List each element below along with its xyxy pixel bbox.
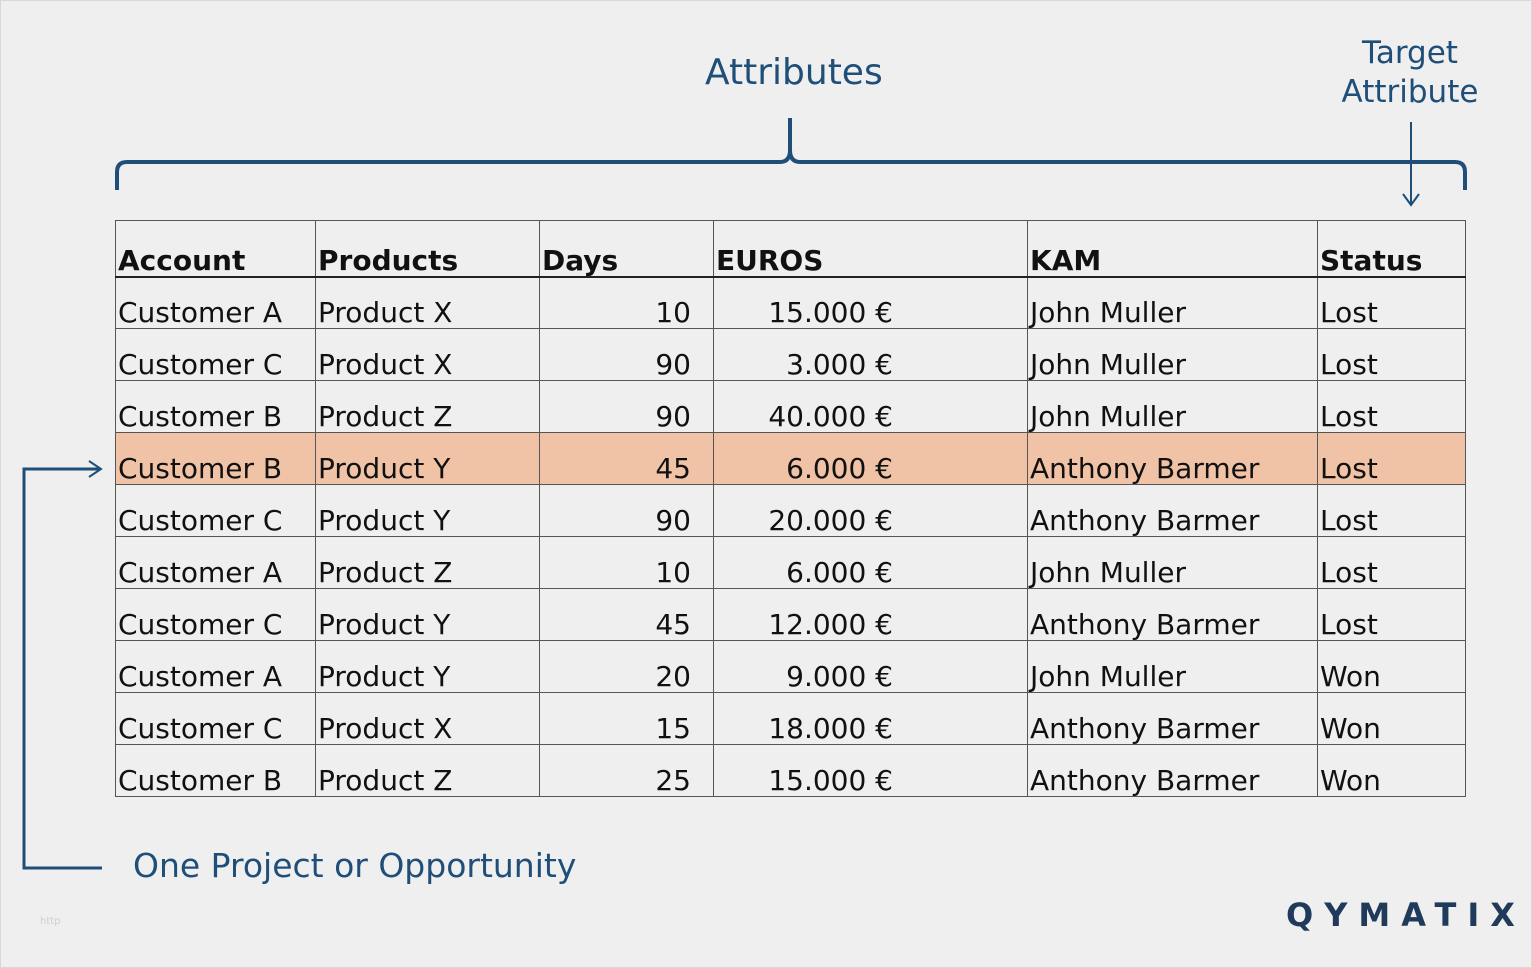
cell-kam: Anthony Barmer: [1027, 744, 1318, 797]
cell-kam: John Muller: [1027, 380, 1318, 433]
cell-days: 90: [539, 380, 714, 433]
target-arrow-head: [1402, 193, 1420, 207]
table-row: Customer A Product Y 20 9.000 € John Muller W…: [115, 640, 1466, 693]
cell-status: Lost: [1317, 328, 1466, 381]
cell-account: Customer A: [115, 276, 316, 329]
cell-euros: 18.000 €: [713, 692, 1028, 745]
cell-account: Customer C: [115, 328, 316, 381]
cell-days: 15: [539, 692, 714, 745]
cell-status: Lost: [1317, 588, 1466, 641]
cell-product: Product Y: [315, 484, 540, 537]
brand-logo: QYMATIX: [1286, 896, 1526, 934]
cell-account: Customer C: [115, 484, 316, 537]
cell-kam: John Muller: [1027, 328, 1318, 381]
header-products: Products: [315, 220, 540, 278]
cell-euros: 6.000 €: [713, 536, 1028, 589]
cell-kam: John Muller: [1027, 536, 1318, 589]
cell-euros: 6.000 €: [713, 432, 1028, 485]
header-account: Account: [115, 220, 316, 278]
cell-account: Customer A: [115, 536, 316, 589]
cell-status: Lost: [1317, 484, 1466, 537]
table-header-row: Account Products Days EUROS KAM Status: [115, 220, 1466, 278]
cell-product: Product Z: [315, 380, 540, 433]
cell-days: 10: [539, 276, 714, 329]
cell-status: Won: [1317, 692, 1466, 745]
table-body: Customer A Product X 10 15.000 € John Muller…: [115, 276, 1466, 797]
opportunity-label: One Project or Opportunity: [133, 846, 577, 885]
cell-status: Lost: [1317, 276, 1466, 329]
table-row: Customer B Product Z 90 40.000 € John Muller…: [115, 380, 1466, 433]
table-row: Customer B Product Z 25 15.000 € Anthony Bar…: [115, 744, 1466, 797]
cell-account: Customer B: [115, 380, 316, 433]
cell-kam: John Muller: [1027, 276, 1318, 329]
cell-product: Product Z: [315, 536, 540, 589]
cell-euros: 40.000 €: [713, 380, 1028, 433]
cell-kam: Anthony Barmer: [1027, 588, 1318, 641]
cell-product: Product X: [315, 328, 540, 381]
cell-euros: 20.000 €: [713, 484, 1028, 537]
table-row-highlighted: Customer B Product Y 45 6.000 € Anthony Barm…: [115, 432, 1466, 485]
cell-days: 90: [539, 328, 714, 381]
table-row: Customer A Product X 10 15.000 € John Muller…: [115, 276, 1466, 329]
table-row: Customer C Product Y 45 12.000 € Anthony Bar…: [115, 588, 1466, 641]
header-euros: EUROS: [713, 220, 1028, 278]
cell-days: 20: [539, 640, 714, 693]
data-table: Account Products Days EUROS KAM Status C…: [115, 220, 1466, 797]
target-label-line2: Attribute: [1341, 74, 1479, 110]
table-row: Customer A Product Z 10 6.000 € John Muller L…: [115, 536, 1466, 589]
cell-kam: Anthony Barmer: [1027, 484, 1318, 537]
opportunity-arrow-head: [88, 460, 103, 478]
cell-euros: 3.000 €: [713, 328, 1028, 381]
cell-product: Product Y: [315, 640, 540, 693]
cell-product: Product X: [315, 692, 540, 745]
cell-product: Product Z: [315, 744, 540, 797]
cell-status: Lost: [1317, 432, 1466, 485]
cell-days: 90: [539, 484, 714, 537]
cell-euros: 12.000 €: [713, 588, 1028, 641]
attributes-label: Attributes: [705, 52, 883, 93]
watermark: http: [40, 916, 61, 927]
table-row: Customer C Product Y 90 20.000 € Anthony Bar…: [115, 484, 1466, 537]
cell-days: 45: [539, 588, 714, 641]
cell-kam: Anthony Barmer: [1027, 432, 1318, 485]
header-kam: KAM: [1027, 220, 1318, 278]
cell-product: Product Y: [315, 588, 540, 641]
table-row: Customer C Product X 15 18.000 € Anthony Bar…: [115, 692, 1466, 745]
cell-account: Customer C: [115, 588, 316, 641]
header-days: Days: [539, 220, 714, 278]
cell-status: Won: [1317, 744, 1466, 797]
header-status: Status: [1317, 220, 1466, 278]
cell-kam: Anthony Barmer: [1027, 692, 1318, 745]
cell-kam: John Muller: [1027, 640, 1318, 693]
cell-euros: 15.000 €: [713, 276, 1028, 329]
cell-status: Lost: [1317, 536, 1466, 589]
cell-days: 10: [539, 536, 714, 589]
table-row: Customer C Product X 90 3.000 € John Muller L…: [115, 328, 1466, 381]
cell-product: Product X: [315, 276, 540, 329]
cell-product: Product Y: [315, 432, 540, 485]
target-attribute-label: Target Attribute: [1340, 34, 1480, 112]
cell-account: Customer B: [115, 744, 316, 797]
cell-status: Won: [1317, 640, 1466, 693]
opportunity-connector: [22, 467, 102, 870]
cell-euros: 15.000 €: [713, 744, 1028, 797]
target-label-line1: Target: [1362, 35, 1458, 71]
cell-days: 25: [539, 744, 714, 797]
cell-account: Customer A: [115, 640, 316, 693]
cell-account: Customer B: [115, 432, 316, 485]
attributes-brace: [115, 118, 1467, 190]
cell-status: Lost: [1317, 380, 1466, 433]
cell-days: 45: [539, 432, 714, 485]
cell-euros: 9.000 €: [713, 640, 1028, 693]
cell-account: Customer C: [115, 692, 316, 745]
